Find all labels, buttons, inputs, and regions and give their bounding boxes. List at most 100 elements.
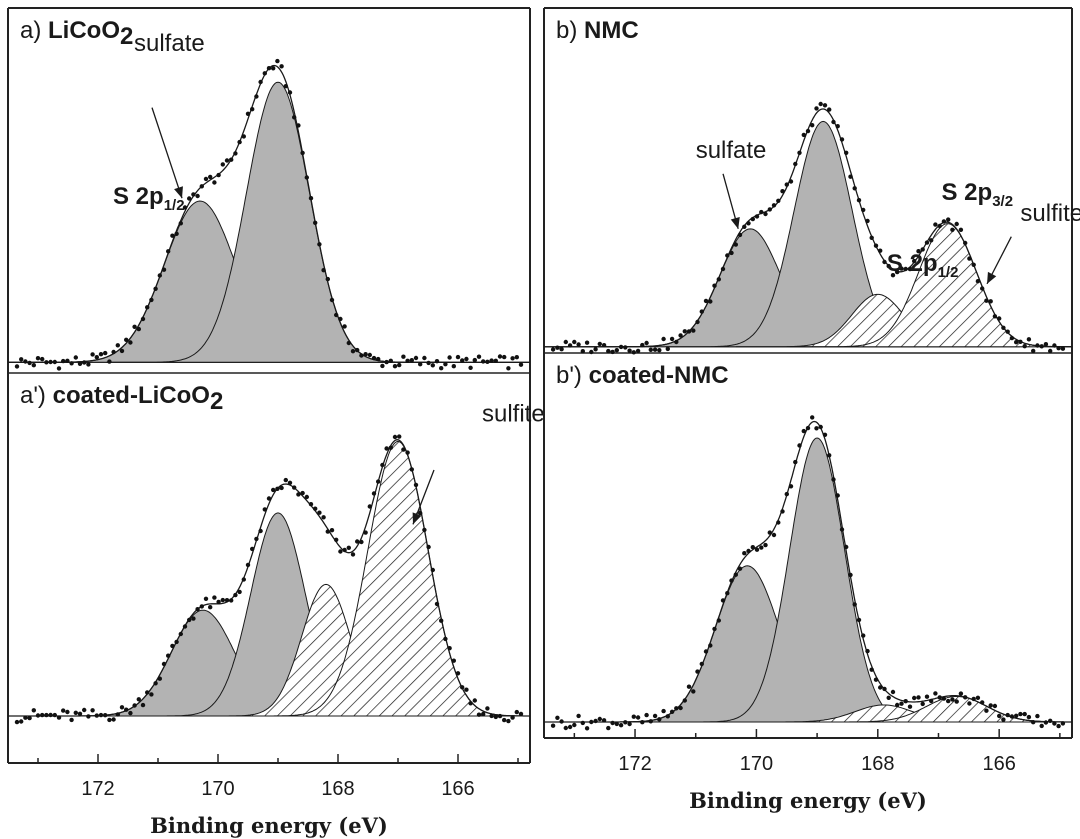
- data-point: [199, 604, 204, 609]
- data-point: [971, 696, 976, 702]
- data-point: [145, 305, 150, 310]
- data-point: [250, 107, 255, 112]
- data-point: [780, 509, 785, 514]
- data-point: [742, 224, 747, 229]
- data-point: [831, 119, 836, 125]
- data-point: [493, 358, 498, 363]
- data-point: [329, 528, 335, 533]
- data-point: [699, 309, 704, 314]
- data-point: [708, 643, 713, 648]
- data-point: [640, 720, 645, 725]
- data-point: [300, 150, 305, 156]
- data-point: [567, 343, 573, 348]
- data-point: [601, 343, 607, 348]
- data-point: [418, 362, 423, 367]
- data-point: [447, 646, 452, 651]
- data-point: [397, 362, 402, 368]
- data-point: [178, 631, 183, 637]
- data-point: [746, 221, 751, 226]
- data-point: [359, 353, 364, 358]
- panel-label-prefix: b): [556, 17, 584, 44]
- data-point: [1035, 713, 1040, 719]
- data-point: [784, 491, 789, 497]
- data-point: [132, 703, 137, 708]
- data-point: [447, 355, 452, 360]
- data-point: [941, 696, 947, 701]
- data-point: [157, 273, 162, 278]
- data-point: [950, 697, 955, 702]
- data-point: [241, 134, 246, 139]
- data-point: [1048, 718, 1053, 723]
- data-point: [149, 692, 154, 697]
- data-point: [988, 703, 993, 708]
- panel-b2: b') coated-NMC 172 170 168 166 Binding energy…: [543, 353, 1073, 813]
- data-point: [754, 547, 760, 552]
- data-point: [128, 340, 133, 345]
- data-point: [241, 577, 246, 582]
- data-point: [489, 713, 494, 719]
- data-point: [485, 706, 490, 711]
- data-point: [481, 359, 486, 364]
- data-point: [801, 428, 806, 434]
- data-point: [367, 504, 372, 509]
- data-point: [166, 653, 171, 658]
- data-point: [275, 58, 280, 64]
- data-point: [678, 705, 683, 711]
- data-point: [481, 711, 486, 717]
- data-point: [580, 349, 585, 354]
- data-point: [254, 536, 259, 542]
- panel-a2: a') coated-LiCoO2 sulfite 172 170 168 166 Bind…: [7, 373, 545, 838]
- data-point: [350, 349, 356, 354]
- data-point: [912, 695, 917, 701]
- data-point: [363, 352, 368, 357]
- data-point: [283, 84, 288, 89]
- data-point: [686, 684, 692, 689]
- data-point: [963, 240, 968, 246]
- panel-label: b) NMC: [556, 17, 639, 44]
- data-point: [695, 319, 700, 325]
- data-point: [716, 277, 721, 282]
- data-point: [793, 459, 798, 465]
- data-point: [550, 347, 556, 352]
- data-point: [514, 709, 519, 715]
- data-point: [90, 352, 95, 357]
- data-point: [308, 196, 314, 201]
- data-point: [476, 354, 482, 359]
- data-point: [313, 506, 318, 511]
- panel-label-prefix: a'): [20, 382, 53, 409]
- data-point: [262, 71, 267, 76]
- data-point: [35, 713, 41, 718]
- data-point: [153, 286, 158, 291]
- annotation-main: S 2p: [887, 250, 938, 277]
- data-point: [665, 346, 670, 352]
- data-point: [559, 347, 564, 352]
- data-point: [82, 707, 87, 713]
- data-point: [506, 718, 511, 724]
- data-point: [279, 64, 284, 69]
- annotation: S 2p1/2: [113, 183, 185, 214]
- data-point: [725, 591, 730, 596]
- data-point: [342, 547, 347, 553]
- data-point: [98, 352, 104, 357]
- data-point: [443, 636, 448, 642]
- data-point: [86, 714, 91, 719]
- data-point: [376, 479, 381, 484]
- data-point: [476, 712, 482, 717]
- data-point: [593, 347, 598, 352]
- data-point: [174, 639, 179, 645]
- data-point: [401, 447, 406, 452]
- data-point: [224, 158, 230, 163]
- data-point: [890, 273, 896, 278]
- data-point: [44, 360, 49, 365]
- data-point: [208, 605, 213, 610]
- annotation: sulfate: [696, 137, 767, 164]
- data-point: [1005, 329, 1010, 334]
- data-point: [997, 713, 1002, 719]
- data-point: [161, 267, 167, 272]
- data-point: [958, 227, 964, 232]
- data-point: [924, 694, 930, 699]
- x-tick-label: 166: [441, 778, 474, 800]
- data-point: [695, 669, 700, 674]
